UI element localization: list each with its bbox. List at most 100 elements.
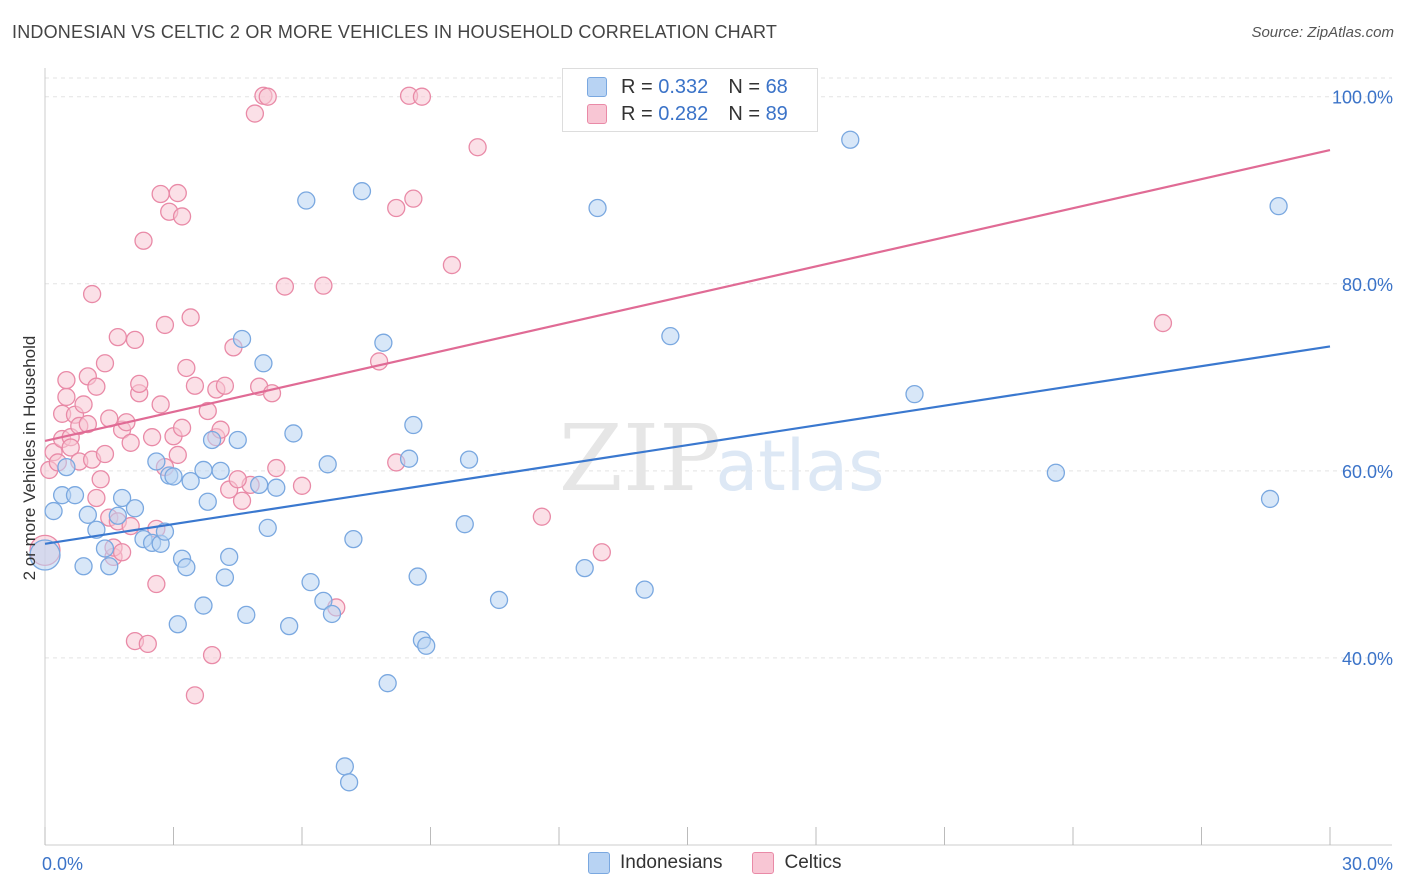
- indonesian-point: [250, 475, 269, 495]
- celtic-point: [1153, 313, 1173, 333]
- celtic-point: [74, 395, 93, 414]
- tick-labels: 40.0% 60.0% 80.0% 100.0% 0.0% 30.0%: [42, 88, 1393, 874]
- indonesian-point: [220, 547, 239, 567]
- indonesian-point: [147, 452, 166, 471]
- indonesian-point: [404, 415, 423, 435]
- x-tick-label-min: 0.0%: [42, 854, 83, 874]
- celtic-point: [177, 358, 196, 378]
- celtic-point: [168, 445, 187, 465]
- celtic-point: [232, 491, 252, 510]
- celtic-point: [91, 470, 110, 489]
- celtic-point: [202, 645, 222, 665]
- series-legend: Indonesians Celtics: [588, 852, 871, 874]
- legend-label-indonesians: Indonesians: [620, 852, 723, 873]
- indonesian-point: [202, 430, 222, 450]
- chart-title: INDONESIAN VS CELTIC 2 OR MORE VEHICLES …: [12, 22, 778, 42]
- indonesians-points: [29, 130, 1288, 792]
- legend-n-value: 68: [765, 75, 788, 98]
- legend-n-label: N =: [728, 102, 760, 125]
- celtic-point: [57, 370, 76, 390]
- indonesian-point: [489, 590, 509, 610]
- indonesian-point: [194, 596, 213, 615]
- indonesian-point: [168, 615, 187, 634]
- indonesian-point: [108, 506, 127, 525]
- trend-lines: [44, 148, 1331, 545]
- indonesian-point: [237, 605, 256, 625]
- legend-r-label: R =: [621, 75, 653, 98]
- celtic-point: [172, 207, 192, 226]
- indonesian-point: [1269, 196, 1288, 216]
- indonesian-point: [155, 522, 175, 541]
- legend-r-value: 0.282: [658, 102, 709, 125]
- celtic-point: [198, 401, 217, 421]
- celtic-point: [142, 428, 162, 447]
- indonesian-point: [211, 461, 230, 481]
- celtic-point: [138, 634, 157, 654]
- celtic-point: [181, 308, 200, 327]
- indonesian-point: [29, 539, 61, 571]
- celtic-point: [125, 330, 145, 350]
- celtic-point: [228, 470, 247, 489]
- legend-n-value: 89: [765, 102, 788, 125]
- indonesian-point: [228, 430, 247, 450]
- indonesian-point: [318, 455, 337, 474]
- indonesian-point: [267, 478, 286, 497]
- indonesian-point: [1046, 463, 1066, 482]
- indonesian-point: [905, 385, 924, 404]
- source-credit: Source: ZipAtlas.com: [1251, 24, 1394, 41]
- celtic-point: [147, 574, 166, 594]
- legend-swatch-pink: [587, 104, 607, 124]
- celtic-point: [172, 418, 192, 437]
- legend-item-indonesians: Indonesians: [588, 852, 722, 874]
- celtic-point: [112, 543, 132, 562]
- indonesian-point: [181, 471, 200, 491]
- celtic-point: [134, 231, 153, 250]
- celtic-point: [95, 444, 115, 464]
- celtic-point: [130, 374, 149, 394]
- indonesian-point: [378, 674, 397, 693]
- indonesian-point: [125, 499, 145, 518]
- celtic-point: [404, 189, 423, 208]
- indonesian-point: [254, 354, 273, 373]
- celtic-point: [185, 686, 205, 705]
- celtic-point: [314, 276, 333, 295]
- indonesian-point: [455, 515, 474, 534]
- indonesian-point: [339, 773, 359, 792]
- indonesian-point: [258, 518, 277, 538]
- indonesian-point: [87, 520, 106, 539]
- watermark-zip: ZIP: [559, 405, 721, 512]
- indonesian-point: [635, 580, 654, 599]
- x-tick-label-max: 30.0%: [1342, 854, 1393, 874]
- indonesian-point: [65, 486, 85, 505]
- indonesian-point: [314, 591, 333, 611]
- watermark: ZIP atlas: [559, 405, 885, 512]
- celtic-point: [387, 198, 406, 218]
- indonesian-point: [44, 501, 63, 521]
- y-tick-label: 100.0%: [1332, 88, 1393, 108]
- celtic-point: [95, 354, 115, 373]
- indonesian-point: [344, 529, 363, 549]
- indonesian-point: [1260, 489, 1280, 509]
- indonesian-point: [335, 757, 354, 776]
- indonesian-point: [284, 424, 303, 443]
- indonesian-point: [215, 568, 235, 587]
- indonesian-point: [661, 327, 680, 346]
- indonesian-point: [297, 191, 316, 210]
- celtic-point: [82, 284, 102, 304]
- celtic-point: [87, 377, 106, 396]
- celtic-point: [267, 458, 286, 478]
- indonesian-point: [279, 616, 299, 636]
- y-tick-label: 80.0%: [1342, 275, 1393, 295]
- celtic-point: [78, 414, 97, 434]
- indonesian-point: [198, 492, 217, 511]
- indonesian-point: [459, 450, 479, 469]
- celtic-point: [442, 255, 462, 275]
- celtic-point: [57, 387, 76, 407]
- indonesian-point: [588, 198, 607, 218]
- celtic-point: [121, 433, 140, 452]
- celtic-point: [468, 138, 487, 157]
- indonesian-point: [57, 457, 76, 477]
- axes: [44, 68, 1392, 846]
- indonesian-point: [374, 333, 393, 352]
- indonesian-point: [194, 460, 213, 480]
